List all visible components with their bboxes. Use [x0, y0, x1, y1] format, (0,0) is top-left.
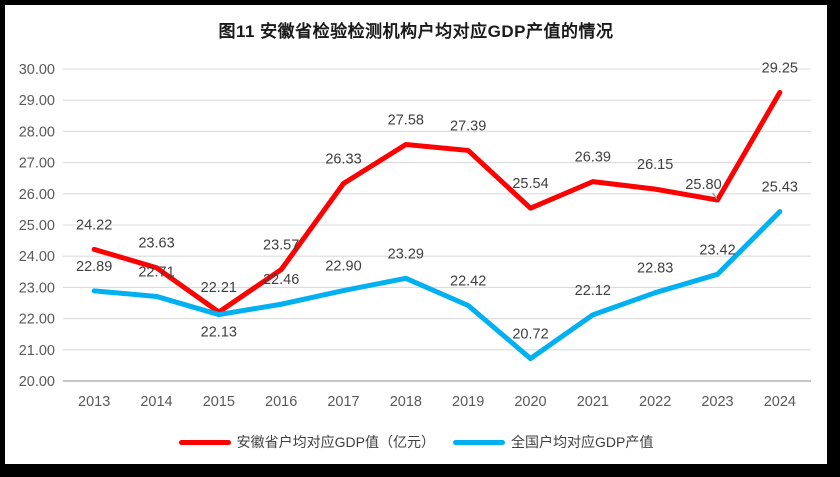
y-tick-label: 25.00 — [19, 218, 55, 234]
data-label: 22.42 — [450, 273, 486, 289]
data-label: 23.63 — [138, 236, 174, 252]
y-tick-label: 29.00 — [19, 93, 55, 109]
series-line-1 — [91, 209, 783, 362]
legend-label-anhui: 安徽省户均对应GDP值（亿元） — [236, 434, 435, 450]
x-tick-label: 2014 — [140, 394, 172, 410]
y-tick-label: 20.00 — [19, 374, 55, 390]
x-tick-label: 2017 — [327, 394, 359, 410]
y-tick-label: 21.00 — [19, 343, 55, 359]
x-tick-label: 2022 — [639, 394, 671, 410]
x-tick-label: 2013 — [78, 394, 110, 410]
legend-swatch-blue-line — [453, 439, 505, 445]
line-chart: 30.00 29.00 28.00 27.00 26.00 25.00 24.00 23.00… — [19, 60, 811, 410]
y-tick-label: 24.00 — [19, 249, 55, 265]
x-tick-label: 2019 — [452, 394, 484, 410]
data-label: 22.13 — [201, 325, 237, 341]
x-tick-label: 2021 — [577, 394, 609, 410]
data-label: 20.72 — [512, 327, 548, 343]
data-label: 27.39 — [450, 118, 486, 134]
y-tick-label: 27.00 — [19, 156, 55, 172]
data-label: 22.21 — [201, 280, 237, 296]
data-label: 26.39 — [575, 150, 611, 166]
y-tick-label: 23.00 — [19, 280, 55, 296]
data-label: 25.43 — [762, 180, 798, 196]
data-label: 23.57 — [263, 238, 299, 254]
x-tick-label: 2023 — [701, 394, 733, 410]
data-label: 22.46 — [263, 272, 299, 288]
data-label: 25.54 — [512, 176, 548, 192]
data-label: 26.33 — [325, 152, 361, 168]
data-label: 25.80 — [685, 177, 721, 193]
x-tick-label: 2016 — [265, 394, 297, 410]
data-label: 22.71 — [138, 264, 174, 280]
x-tick-label: 2018 — [390, 394, 422, 410]
series-line-0 — [91, 89, 783, 315]
data-label: 22.83 — [637, 261, 673, 277]
label-leader-line — [711, 192, 718, 200]
data-label: 22.90 — [325, 259, 361, 275]
y-tick-label: 26.00 — [19, 187, 55, 203]
legend-swatch-red-line — [178, 439, 231, 445]
data-label: 23.29 — [388, 246, 424, 262]
legend-item-anhui: 安徽省户均对应GDP值（亿元） — [178, 432, 435, 452]
data-label: 24.22 — [76, 217, 112, 233]
legend-label-national: 全国户均对应GDP产值 — [511, 434, 654, 450]
data-label: 27.58 — [388, 113, 424, 129]
data-label: 23.42 — [699, 242, 735, 258]
data-label: 26.15 — [637, 157, 673, 173]
x-tick-label: 2015 — [203, 394, 235, 410]
y-tick-label: 22.00 — [19, 312, 55, 328]
chart-title: 图11 安徽省检验检测机构户均对应GDP产值的情况 — [218, 22, 614, 41]
chart-legend: 安徽省户均对应GDP值（亿元） 全国户均对应GDP产值 — [5, 432, 827, 452]
x-tick-label: 2020 — [514, 394, 546, 410]
data-label: 29.25 — [762, 60, 798, 76]
x-tick-label: 2024 — [764, 394, 796, 410]
legend-item-national: 全国户均对应GDP产值 — [453, 432, 653, 452]
data-label: 22.89 — [76, 259, 112, 275]
y-tick-label: 30.00 — [19, 62, 55, 78]
y-tick-label: 28.00 — [19, 124, 55, 140]
chart-panel: 图11 安徽省检验检测机构户均对应GDP产值的情况 30.00 29.00 28.0… — [5, 5, 827, 464]
data-label: 22.12 — [575, 283, 611, 299]
